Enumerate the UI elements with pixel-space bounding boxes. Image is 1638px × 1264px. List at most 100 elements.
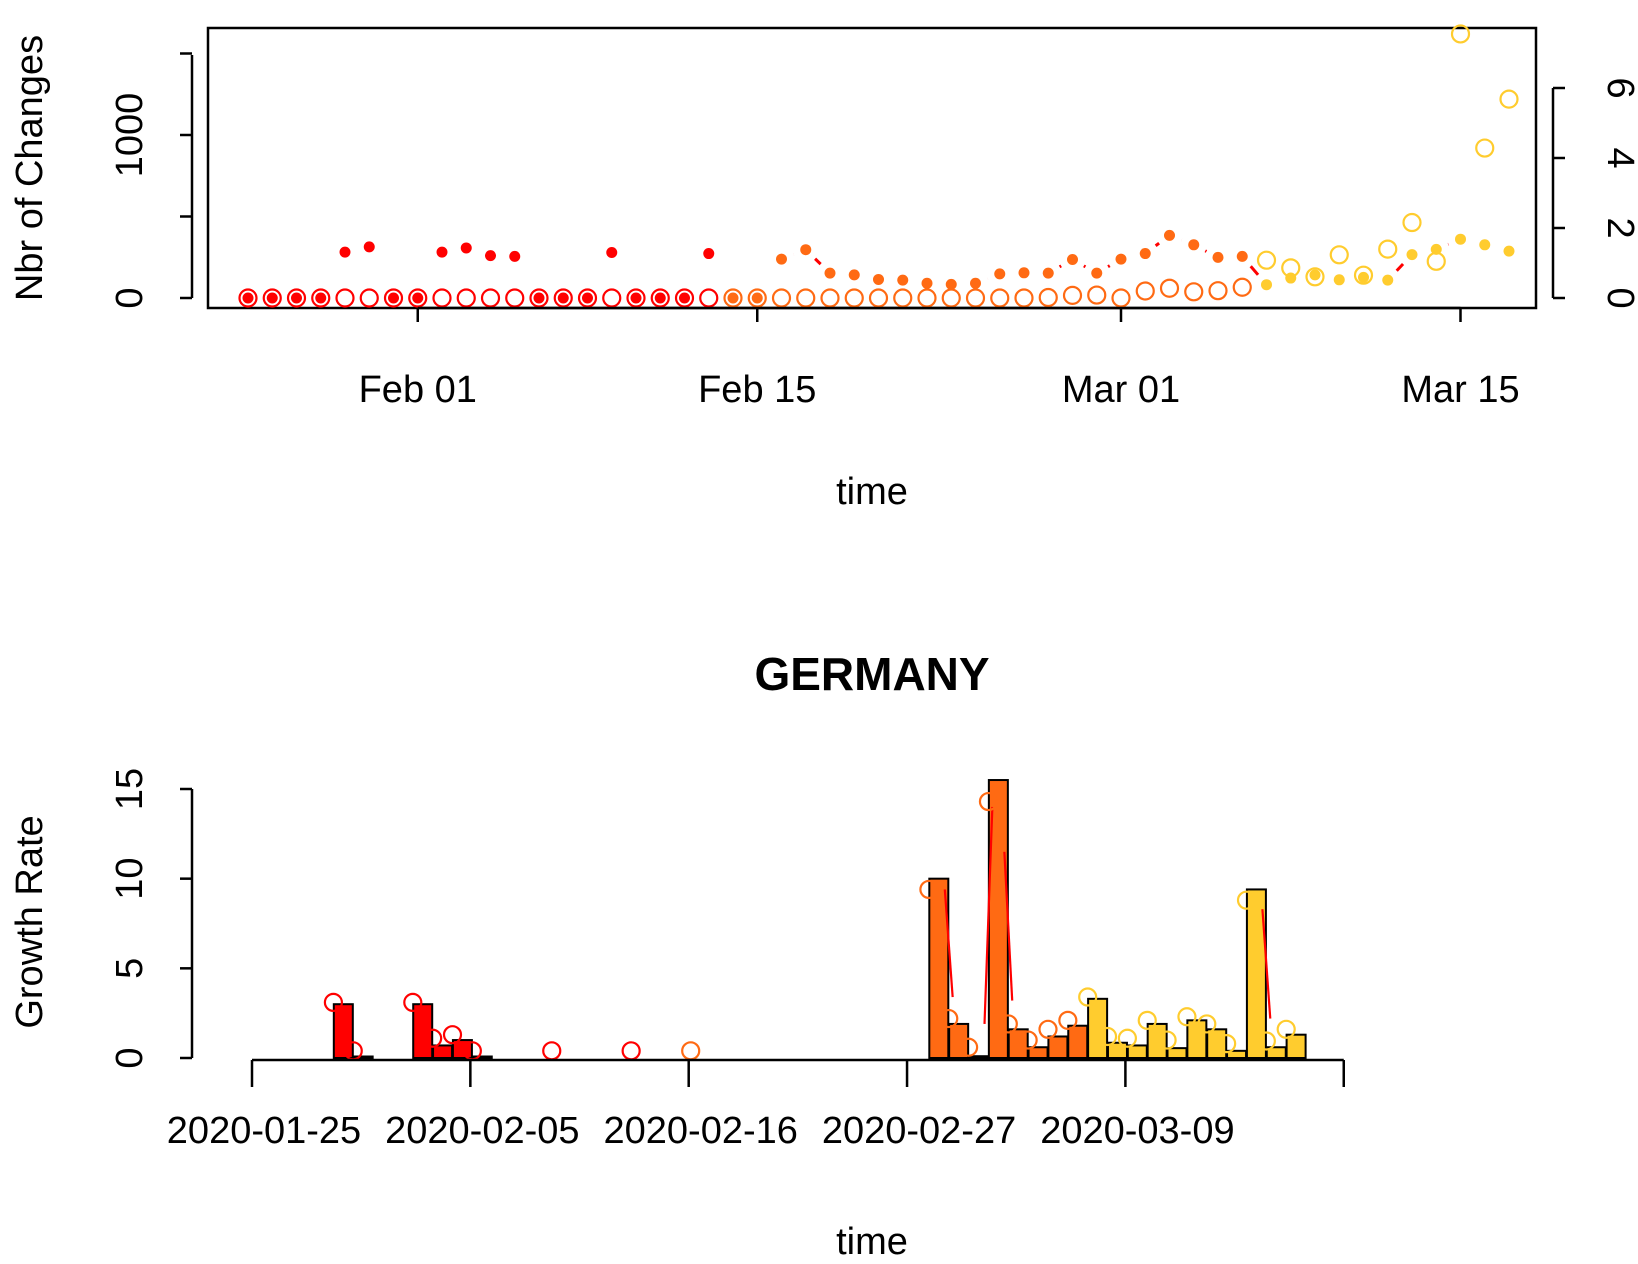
rate-point-9 (423, 1028, 443, 1048)
left-tick-label-0: 0 (109, 287, 151, 308)
rate-point-40 (1038, 1019, 1058, 1039)
top-panel: 0 1000 0 2 4 6 Feb 01 Feb 15 Mar 01 Mar 15 time… (9, 24, 1638, 513)
bar-47 (1186, 1019, 1208, 1060)
bottom-y-tick-label-2: 10 (109, 858, 151, 900)
open-point-46 (1353, 265, 1374, 285)
rate-point-46 (1157, 1030, 1177, 1050)
filled-point-36 (1115, 253, 1127, 265)
connector-line-37 (1154, 241, 1161, 247)
spike-line-2 (1003, 851, 1014, 1001)
bottom-y-tick-label-1: 5 (109, 958, 151, 979)
filled-point-11 (509, 250, 521, 262)
bottom-x-tick-label-1: 2020-02-05 (385, 1110, 579, 1152)
open-point-10 (480, 288, 501, 308)
filled-point-30 (970, 277, 981, 289)
filled-point-3 (315, 292, 327, 304)
filled-point-33 (1042, 267, 1054, 279)
open-point-45 (1329, 245, 1349, 265)
filled-point-18 (679, 292, 690, 304)
filled-point-41 (1236, 250, 1248, 262)
spike-line-0 (943, 889, 954, 998)
open-point-26 (868, 288, 889, 308)
bottom-x-tick-label-2: 2020-02-16 (604, 1110, 798, 1152)
filled-point-37 (1139, 248, 1151, 260)
open-point-34 (1062, 285, 1083, 305)
rate-point-22 (681, 1041, 701, 1061)
rate-point-45 (1137, 1010, 1157, 1030)
top-connector-lines (793, 238, 1450, 280)
connector-line-33 (1058, 264, 1062, 269)
filled-point-10 (485, 250, 496, 262)
open-point-38 (1159, 278, 1180, 298)
rate-point-19 (621, 1041, 641, 1061)
rate-point-48 (1197, 1014, 1217, 1034)
spike-line-1 (983, 806, 994, 1024)
rate-point-44 (1117, 1028, 1138, 1048)
filled-point-45 (1333, 274, 1345, 286)
filled-point-8 (436, 246, 448, 258)
bar-50 (1245, 888, 1267, 1060)
bar-46 (1166, 1047, 1188, 1060)
filled-point-16 (630, 292, 642, 304)
open-point-30 (965, 288, 986, 308)
right-tick-label-0: 0 (1599, 287, 1638, 308)
filled-point-23 (800, 244, 812, 256)
rate-point-51 (1256, 1031, 1276, 1051)
filled-point-42 (1261, 279, 1272, 291)
top-data-points (238, 24, 1519, 308)
filled-point-32 (1018, 267, 1030, 279)
filled-point-44 (1309, 269, 1321, 281)
filled-point-50 (1455, 233, 1466, 245)
bottom-connector-lines (943, 806, 1272, 1024)
bar-44 (1126, 1044, 1148, 1059)
open-point-5 (359, 288, 379, 308)
open-point-39 (1184, 282, 1204, 302)
open-point-22 (771, 288, 792, 308)
filled-point-28 (921, 277, 933, 289)
connector-line-41 (1249, 265, 1260, 276)
rate-point-4 (323, 992, 343, 1013)
open-point-49 (1426, 251, 1446, 271)
filled-point-17 (654, 292, 666, 304)
rate-point-37 (978, 791, 999, 812)
open-point-11 (505, 288, 525, 308)
rate-point-49 (1217, 1034, 1237, 1054)
rate-point-36 (958, 1037, 979, 1057)
connector-line-23 (814, 257, 822, 266)
filled-point-47 (1382, 274, 1394, 286)
rate-point-34 (919, 879, 939, 900)
bar-5 (352, 1055, 374, 1059)
open-point-19 (699, 288, 719, 308)
open-point-8 (432, 288, 452, 308)
bottom-chart-title: GERMANY (754, 648, 989, 700)
filled-point-21 (751, 292, 763, 304)
filled-point-15 (606, 247, 618, 258)
open-point-15 (602, 288, 622, 308)
open-point-18 (674, 288, 695, 308)
top-left-y-axis: 0 1000 (109, 52, 194, 309)
open-point-37 (1135, 281, 1155, 301)
open-point-2 (286, 288, 307, 308)
right-tick-label-3: 6 (1599, 77, 1638, 98)
filled-point-14 (582, 292, 593, 304)
bottom-data-points (323, 791, 1296, 1061)
top-x-axis: Feb 01 Feb 15 Mar 01 Mar 15 (359, 306, 1520, 411)
open-point-32 (1014, 288, 1034, 308)
open-point-31 (990, 288, 1010, 308)
filled-point-12 (533, 292, 545, 304)
open-point-28 (917, 288, 937, 308)
open-point-21 (747, 288, 767, 308)
filled-point-38 (1164, 229, 1175, 241)
filled-point-46 (1358, 271, 1369, 283)
open-point-1 (262, 288, 282, 308)
rate-point-43 (1097, 1026, 1118, 1047)
bottom-bars (332, 779, 1307, 1060)
open-point-35 (1087, 285, 1107, 305)
connector-line-39 (1204, 249, 1208, 253)
open-point-3 (311, 288, 331, 308)
open-point-9 (456, 288, 476, 308)
bottom-y-axis-title: Growth Rate (9, 815, 51, 1028)
filled-point-22 (776, 253, 787, 265)
